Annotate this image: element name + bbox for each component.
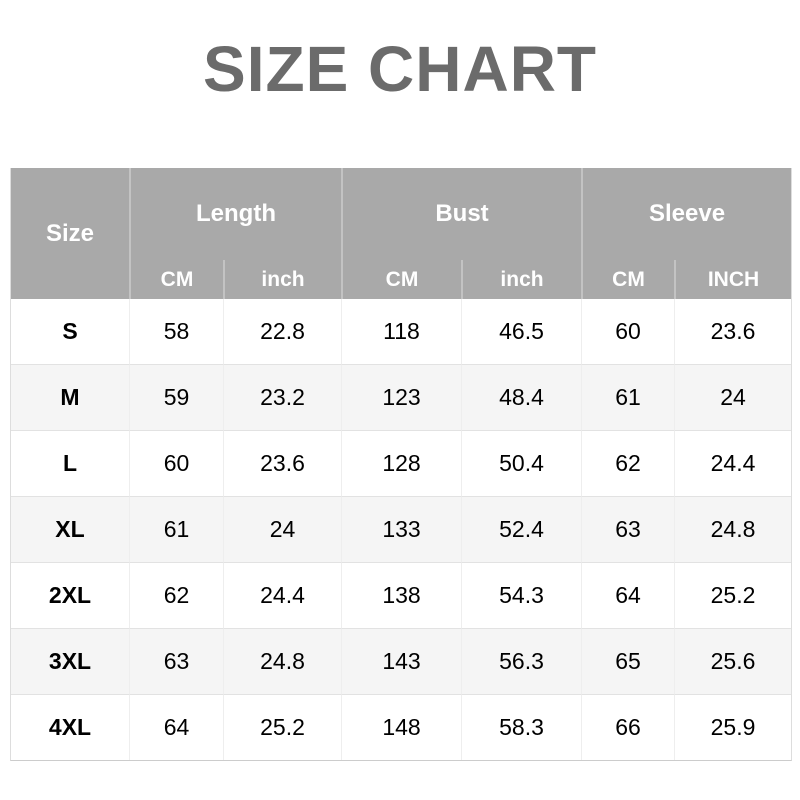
cell-size: S xyxy=(11,299,129,365)
cell-bust-inch: 46.5 xyxy=(461,299,582,365)
header-bust: Bust xyxy=(341,168,582,261)
cell-sleeve-inch: 25.9 xyxy=(674,694,792,761)
header-group-row: Size Length Bust Sleeve xyxy=(11,168,792,300)
cell-bust-cm: 138 xyxy=(341,562,462,629)
header-length-cm: CM xyxy=(129,260,223,300)
cell-length-cm: 62 xyxy=(129,562,223,629)
cell-sleeve-cm: 64 xyxy=(581,562,675,629)
cell-bust-cm: 123 xyxy=(341,364,462,431)
header-sleeve-cm: CM xyxy=(581,260,675,300)
cell-size: M xyxy=(11,364,129,431)
table-row: S 58 22.8 118 46.5 60 23.6 xyxy=(11,299,792,365)
cell-bust-cm: 143 xyxy=(341,628,462,695)
cell-length-cm: 61 xyxy=(129,496,223,563)
cell-sleeve-cm: 66 xyxy=(581,694,675,761)
cell-length-inch: 24 xyxy=(223,496,342,563)
header-length: Length xyxy=(129,168,342,261)
cell-sleeve-inch: 24.4 xyxy=(674,430,792,497)
cell-bust-inch: 50.4 xyxy=(461,430,582,497)
header-unit-row: CM inch CM inch CM INCH xyxy=(11,260,792,300)
cell-bust-cm: 133 xyxy=(341,496,462,563)
cell-size: XL xyxy=(11,496,129,563)
cell-sleeve-cm: 65 xyxy=(581,628,675,695)
table-body: S 58 22.8 118 46.5 60 23.6 M 59 23.2 123… xyxy=(11,299,792,761)
cell-bust-inch: 56.3 xyxy=(461,628,582,695)
cell-sleeve-inch: 25.2 xyxy=(674,562,792,629)
cell-bust-inch: 58.3 xyxy=(461,694,582,761)
cell-length-inch: 23.2 xyxy=(223,364,342,431)
cell-bust-cm: 128 xyxy=(341,430,462,497)
cell-length-inch: 22.8 xyxy=(223,299,342,365)
table-row: 2XL 62 24.4 138 54.3 64 25.2 xyxy=(11,562,792,629)
header-sleeve: Sleeve xyxy=(581,168,792,261)
cell-length-inch: 24.8 xyxy=(223,628,342,695)
cell-sleeve-inch: 23.6 xyxy=(674,299,792,365)
cell-sleeve-inch: 24.8 xyxy=(674,496,792,563)
cell-length-cm: 64 xyxy=(129,694,223,761)
cell-sleeve-cm: 60 xyxy=(581,299,675,365)
cell-length-cm: 59 xyxy=(129,364,223,431)
cell-length-cm: 58 xyxy=(129,299,223,365)
cell-size: 3XL xyxy=(11,628,129,695)
cell-bust-cm: 118 xyxy=(341,299,462,365)
header-sleeve-inch: INCH xyxy=(674,260,792,300)
cell-bust-cm: 148 xyxy=(341,694,462,761)
cell-size: L xyxy=(11,430,129,497)
header-bust-inch: inch xyxy=(461,260,582,300)
cell-bust-inch: 52.4 xyxy=(461,496,582,563)
table-row: XL 61 24 133 52.4 63 24.8 xyxy=(11,496,792,563)
cell-length-inch: 23.6 xyxy=(223,430,342,497)
table-row: 3XL 63 24.8 143 56.3 65 25.6 xyxy=(11,628,792,695)
table-row: M 59 23.2 123 48.4 61 24 xyxy=(11,364,792,431)
cell-length-cm: 63 xyxy=(129,628,223,695)
table-header: Size Length Bust Sleeve CM inch CM inch … xyxy=(11,168,792,300)
cell-sleeve-inch: 25.6 xyxy=(674,628,792,695)
cell-length-inch: 25.2 xyxy=(223,694,342,761)
table-row: 4XL 64 25.2 148 58.3 66 25.9 xyxy=(11,694,792,761)
table-row: L 60 23.6 128 50.4 62 24.4 xyxy=(11,430,792,497)
cell-size: 4XL xyxy=(11,694,129,761)
cell-sleeve-inch: 24 xyxy=(674,364,792,431)
cell-size: 2XL xyxy=(11,562,129,629)
cell-sleeve-cm: 63 xyxy=(581,496,675,563)
cell-bust-inch: 48.4 xyxy=(461,364,582,431)
header-size: Size xyxy=(11,168,129,300)
cell-length-cm: 60 xyxy=(129,430,223,497)
cell-length-inch: 24.4 xyxy=(223,562,342,629)
size-chart-table: Size Length Bust Sleeve CM inch CM inch … xyxy=(10,168,793,762)
cell-sleeve-cm: 61 xyxy=(581,364,675,431)
header-bust-cm: CM xyxy=(341,260,462,300)
header-length-inch: inch xyxy=(223,260,342,300)
cell-bust-inch: 54.3 xyxy=(461,562,582,629)
page-title: SIZE CHART xyxy=(203,33,597,105)
cell-sleeve-cm: 62 xyxy=(581,430,675,497)
